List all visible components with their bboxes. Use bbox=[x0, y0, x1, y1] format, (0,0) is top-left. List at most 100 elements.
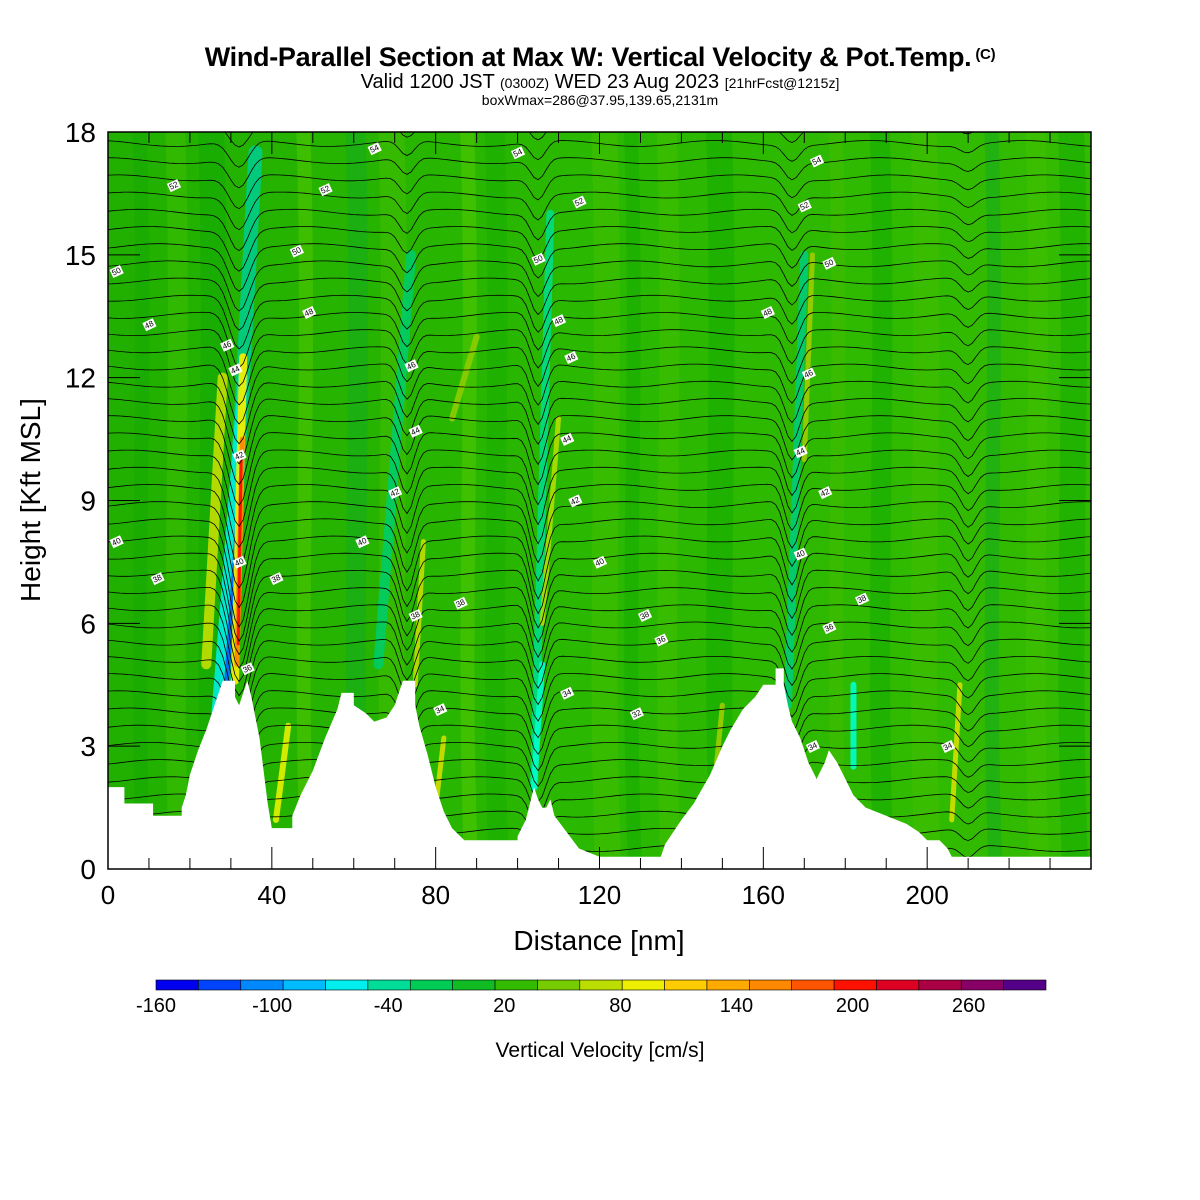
isentrope-line bbox=[108, 225, 1091, 272]
isentrope-line bbox=[108, 208, 1091, 252]
isentrope-line bbox=[108, 690, 1091, 757]
colorbar-swatch bbox=[833, 979, 877, 991]
isentrope-line bbox=[108, 294, 1091, 350]
colorbar-tick-label: 80 bbox=[609, 995, 631, 1017]
contour-label: 34 bbox=[942, 740, 954, 752]
contour-label: 44 bbox=[409, 425, 421, 437]
contour-label-bg bbox=[818, 486, 833, 500]
x-tick-label: 200 bbox=[905, 880, 948, 910]
contour-label: 50 bbox=[823, 257, 835, 269]
contour-label-bg bbox=[510, 146, 526, 160]
contour-label: 46 bbox=[221, 339, 233, 351]
contour-label: 50 bbox=[532, 253, 544, 265]
colorbar-tick-label: 200 bbox=[836, 995, 869, 1017]
contour-label-bg bbox=[388, 486, 403, 500]
contour-label-bg bbox=[166, 179, 182, 193]
contour-label-bg bbox=[142, 318, 157, 332]
contour-label: 50 bbox=[291, 245, 303, 257]
isentrope-line bbox=[108, 604, 1091, 683]
contour-label: 44 bbox=[794, 446, 806, 458]
colorbar-swatch bbox=[960, 979, 1004, 991]
chart-title: Wind-Parallel Section at Max W: Vertical… bbox=[204, 42, 996, 72]
colorbar-swatch bbox=[664, 979, 708, 991]
contour-label: 36 bbox=[242, 663, 254, 675]
isentrope-line bbox=[108, 260, 1091, 312]
colorbar-swatch bbox=[918, 979, 962, 991]
y-tick-label: 9 bbox=[80, 486, 96, 517]
contour-label: 38 bbox=[639, 609, 651, 621]
isentrope-line bbox=[108, 638, 1091, 711]
contour-label-bg bbox=[805, 740, 821, 754]
downdraft-plume bbox=[529, 209, 555, 792]
colorbar-swatch bbox=[155, 979, 199, 991]
contour-label: 42 bbox=[569, 495, 581, 507]
x-axis: 0 40 80 120 160 200 bbox=[101, 132, 1092, 910]
contour-label-bg bbox=[318, 183, 333, 197]
velocity-streak bbox=[132, 132, 151, 869]
contour-label: 38 bbox=[270, 573, 282, 585]
colorbar-tick-label: 140 bbox=[720, 995, 753, 1017]
contour-label-bg bbox=[551, 314, 567, 328]
contour-label-bg bbox=[654, 633, 669, 647]
contour-label: 40 bbox=[794, 548, 806, 560]
contour-label: 46 bbox=[405, 360, 417, 372]
contour-label-bg bbox=[560, 432, 575, 446]
contour-label: 48 bbox=[762, 306, 774, 318]
contour-label-bg bbox=[560, 686, 575, 700]
updraft-core bbox=[236, 458, 243, 646]
colorbar-swatch bbox=[579, 979, 623, 991]
contour-label-bg bbox=[572, 195, 587, 209]
contour-label-bg bbox=[822, 621, 837, 635]
velocity-streak bbox=[910, 132, 941, 869]
contour-label: 34 bbox=[434, 704, 446, 716]
contour-label-bg bbox=[367, 142, 382, 156]
contour-label: 34 bbox=[807, 740, 819, 752]
isentrope-line bbox=[108, 673, 1091, 742]
updraft-plume bbox=[201, 372, 228, 670]
box-wmax-info: boxWmax=286@37.95,139.65,2131m bbox=[481, 92, 719, 108]
contour-label-bg bbox=[637, 608, 653, 622]
contour-label-bg bbox=[564, 351, 579, 365]
contour-label: 42 bbox=[389, 487, 401, 499]
isentrope-line bbox=[108, 311, 1091, 369]
contour-label-bg bbox=[760, 305, 775, 319]
contour-label: 48 bbox=[303, 306, 315, 318]
valid-time-line: Valid 1200 JST (0300Z) WED 23 Aug 2023 [… bbox=[360, 71, 840, 93]
contour-label-bg bbox=[404, 359, 419, 373]
isentrope-line bbox=[108, 415, 1091, 486]
updraft-plume bbox=[801, 252, 815, 463]
colorbar: -160 -100 -40 20 80 140 200 260 bbox=[136, 979, 1047, 1017]
contour-label-bg bbox=[228, 363, 243, 377]
contour-label: 42 bbox=[233, 450, 245, 462]
contour-label-bg bbox=[109, 265, 124, 279]
velocity-streak bbox=[828, 132, 847, 869]
contour-label: 38 bbox=[409, 609, 421, 621]
contour-label-bg bbox=[269, 572, 284, 586]
contour-label-bg bbox=[232, 555, 247, 569]
contour-label-bg bbox=[592, 555, 608, 569]
updraft-plume bbox=[449, 333, 480, 422]
isentrope-line bbox=[108, 380, 1091, 445]
contour-label: 36 bbox=[655, 634, 667, 646]
contour-label-bg bbox=[809, 154, 825, 168]
contour-label: 52 bbox=[319, 184, 331, 196]
colorbar-swatch bbox=[409, 979, 453, 991]
y-axis-label: Height [Kft MSL] bbox=[15, 398, 46, 602]
velocity-streak bbox=[345, 132, 370, 869]
contour-label-bg bbox=[289, 244, 304, 258]
velocity-field bbox=[108, 132, 1091, 869]
colorbar-swatch bbox=[282, 979, 326, 991]
contour-label-bg bbox=[109, 535, 124, 549]
downdraft-plume bbox=[373, 249, 417, 670]
contour-label: 44 bbox=[229, 364, 241, 376]
contour-label: 44 bbox=[561, 433, 573, 445]
contour-label-bg bbox=[855, 592, 870, 606]
updraft-plume bbox=[949, 682, 963, 823]
x-tick-label: 40 bbox=[257, 880, 286, 910]
isentrope-line bbox=[108, 449, 1091, 528]
isentrope-line bbox=[108, 346, 1091, 406]
y-tick-label: 0 bbox=[80, 854, 96, 885]
isentrope-line bbox=[108, 518, 1091, 609]
contour-label: 54 bbox=[512, 147, 524, 159]
